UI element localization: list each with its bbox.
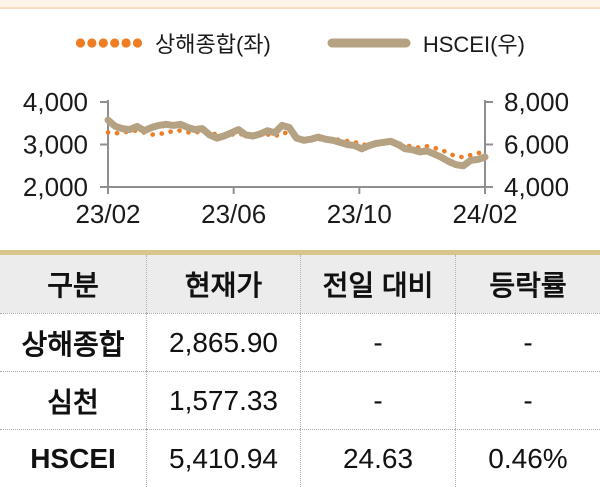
row-shanghai-pct: - xyxy=(455,313,600,371)
quote-table: 구분 현재가 전일 대비 등락률 상해종합 2,865.90 - - 심천 1,… xyxy=(0,250,600,487)
legend-item-hscei: HSCEI(우) xyxy=(327,27,525,59)
svg-text:23/10: 23/10 xyxy=(327,199,392,229)
svg-text:3,000: 3,000 xyxy=(23,130,88,160)
legend-label-hscei: HSCEI(우) xyxy=(422,32,525,57)
header-daily-change: 전일 대비 xyxy=(300,255,455,313)
dotted-line-swatch-icon xyxy=(75,38,143,48)
top-accent-band xyxy=(0,0,600,9)
row-shanghai-change: - xyxy=(300,313,455,371)
header-category: 구분 xyxy=(0,255,146,313)
svg-text:4,000: 4,000 xyxy=(504,172,569,202)
chart-legend: 상해종합(좌) HSCEI(우) xyxy=(0,27,600,59)
svg-text:2,000: 2,000 xyxy=(23,172,88,202)
header-change-rate: 등락률 xyxy=(455,255,600,313)
row-shenzhen-price: 1,577.33 xyxy=(146,371,300,429)
svg-text:8,000: 8,000 xyxy=(504,87,569,117)
header-current-price: 현재가 xyxy=(146,255,300,313)
row-shenzhen-pct: - xyxy=(455,371,600,429)
legend-label-shanghai: 상해종합(좌) xyxy=(155,32,271,57)
svg-text:6,000: 6,000 xyxy=(504,130,569,160)
svg-text:4,000: 4,000 xyxy=(23,87,88,117)
row-shanghai-name: 상해종합 xyxy=(0,313,146,371)
row-shenzhen-name: 심천 xyxy=(0,371,146,429)
row-hscei-name: HSCEI xyxy=(0,429,146,487)
row-hscei-change: 24.63 xyxy=(300,429,455,487)
row-hscei-pct: 0.46% xyxy=(455,429,600,487)
solid-line-swatch-icon xyxy=(327,38,411,48)
row-shanghai-price: 2,865.90 xyxy=(146,313,300,371)
svg-text:23/06: 23/06 xyxy=(201,199,266,229)
index-line-chart: 4,000 3,000 2,000 8,000 6,000 4,000 23/02 23/06… xyxy=(23,87,569,229)
legend-item-shanghai: 상해종합(좌) xyxy=(75,27,271,59)
svg-text:23/02: 23/02 xyxy=(75,199,140,229)
row-shenzhen-change: - xyxy=(300,371,455,429)
svg-text:24/02: 24/02 xyxy=(452,199,517,229)
row-hscei-price: 5,410.94 xyxy=(146,429,300,487)
